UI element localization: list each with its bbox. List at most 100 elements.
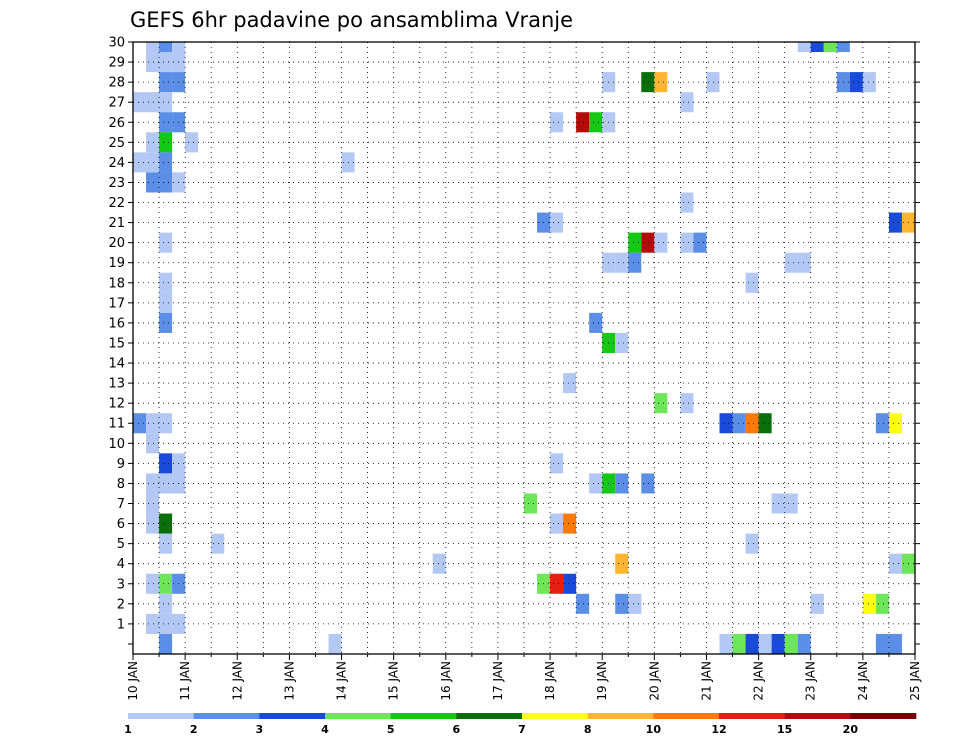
- colorbar-label: 3: [256, 723, 264, 736]
- precip-cell: [159, 513, 173, 534]
- precip-cell: [159, 92, 173, 113]
- y-tick-label: 6: [117, 517, 125, 532]
- precip-cell: [185, 132, 199, 153]
- colorbar-label: 4: [321, 723, 329, 736]
- y-tick-label: 27: [108, 96, 125, 111]
- precip-cell: [146, 413, 160, 434]
- x-tick-label: 20 JAN: [647, 661, 661, 701]
- precip-cell: [159, 172, 173, 193]
- precip-cell: [159, 72, 173, 93]
- precip-cell: [693, 232, 707, 253]
- precip-cell: [849, 72, 863, 93]
- precip-cell: [589, 312, 603, 333]
- precip-cell: [159, 453, 173, 474]
- precip-cell: [146, 172, 160, 193]
- precip-cell: [146, 132, 160, 153]
- y-tick-label: 21: [108, 216, 125, 231]
- precip-cell: [732, 633, 746, 654]
- precip-cell: [888, 633, 902, 654]
- precip-cell: [159, 272, 173, 293]
- precip-cell: [797, 252, 811, 273]
- precip-cell: [328, 633, 342, 654]
- precip-cell: [732, 413, 746, 434]
- precip-cell: [615, 593, 629, 614]
- precip-cell: [146, 52, 160, 73]
- precip-cell: [146, 152, 160, 173]
- axis-ticks: [128, 41, 920, 660]
- x-tick-label: 19 JAN: [595, 661, 609, 701]
- precip-cell: [771, 633, 785, 654]
- precip-cell: [146, 42, 160, 53]
- precip-cell: [628, 593, 642, 614]
- precip-cell: [654, 393, 668, 414]
- colorbar-segment: [653, 713, 720, 719]
- precip-cell: [875, 633, 889, 654]
- x-tick-label: 22 JAN: [752, 661, 766, 701]
- precip-cell: [211, 533, 225, 554]
- precip-cell: [563, 573, 577, 594]
- x-axis-labels: 10 JAN 11 JAN 12 JAN 13 JAN 14 JAN 15 JAN 16 J…: [126, 661, 922, 701]
- colorbar-segment: [193, 713, 260, 719]
- precip-cell: [146, 473, 160, 494]
- precip-cell: [875, 593, 889, 614]
- precip-cell: [133, 413, 147, 434]
- y-tick-label: 23: [108, 176, 125, 191]
- precip-cell: [146, 513, 160, 534]
- precip-cell: [706, 72, 720, 93]
- precip-cell: [615, 553, 629, 574]
- y-tick-label: 26: [108, 116, 125, 131]
- colorbar-segment: [325, 713, 391, 719]
- colorbar-label: 1: [124, 723, 132, 736]
- precip-cell: [159, 613, 173, 634]
- precip-cell: [862, 593, 876, 614]
- precip-cell: [615, 252, 629, 273]
- colorbar-segment: [456, 713, 523, 719]
- precip-cell: [159, 413, 173, 434]
- precip-cell: [758, 633, 772, 654]
- y-tick-label: 28: [108, 76, 125, 91]
- precip-cell: [159, 292, 173, 313]
- precip-cell: [550, 112, 564, 133]
- precip-cell: [432, 553, 446, 574]
- precip-cell: [159, 573, 173, 594]
- precip-cell: [680, 192, 694, 213]
- precip-cell: [159, 152, 173, 173]
- precip-cell: [524, 493, 538, 514]
- precip-cell: [615, 473, 629, 494]
- chart-title: GEFS 6hr padavine po ansamblima Vranje: [130, 8, 573, 32]
- x-tick-label: 15 JAN: [387, 661, 401, 701]
- precip-cell: [654, 72, 668, 93]
- precip-cell: [745, 272, 759, 293]
- y-tick-label: 2: [117, 597, 125, 612]
- y-tick-label: 10: [108, 437, 125, 452]
- precip-cell: [745, 533, 759, 554]
- precip-cell: [628, 232, 642, 253]
- precip-cell: [628, 252, 642, 273]
- precip-cell: [888, 212, 902, 233]
- y-tick-label: 13: [108, 377, 125, 392]
- y-tick-label: 29: [108, 56, 125, 71]
- precip-cell: [576, 593, 590, 614]
- precip-cell: [159, 42, 173, 53]
- precip-cell: [784, 252, 798, 273]
- precip-cell: [146, 493, 160, 514]
- y-tick-label: 12: [108, 397, 125, 412]
- x-tick-label: 11 JAN: [178, 661, 192, 701]
- colorbar-label: 8: [584, 723, 592, 736]
- y-tick-label: 3: [117, 577, 125, 592]
- grid-lines: [133, 41, 915, 654]
- precip-cell: [550, 513, 564, 534]
- y-tick-label: 1: [117, 617, 125, 632]
- precip-cell: [550, 573, 564, 594]
- precip-cell: [589, 112, 603, 133]
- precip-cell: [576, 112, 590, 133]
- precip-cell: [888, 553, 902, 574]
- precip-cell: [159, 312, 173, 333]
- precip-cell: [550, 453, 564, 474]
- precip-cell: [823, 42, 837, 53]
- x-tick-label: 23 JAN: [804, 661, 818, 701]
- y-tick-label: 19: [108, 256, 125, 271]
- colorbar-segment: [587, 713, 654, 719]
- colorbar-segment: [390, 713, 457, 719]
- precip-cell: [159, 112, 173, 133]
